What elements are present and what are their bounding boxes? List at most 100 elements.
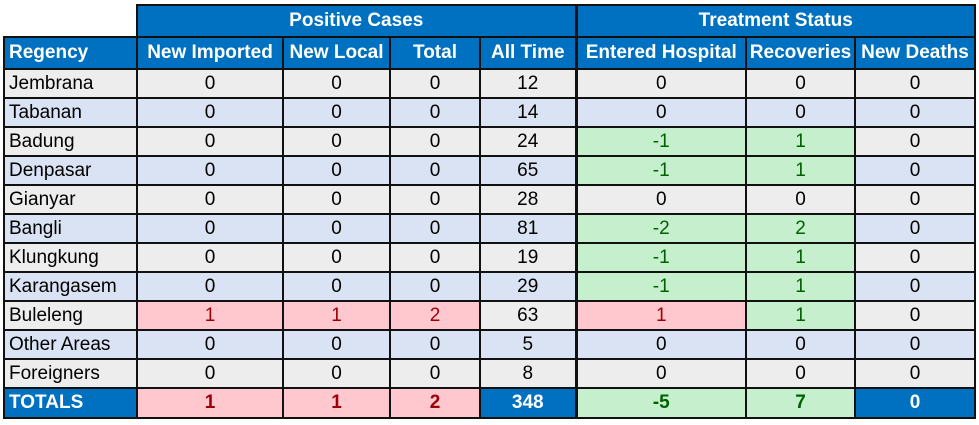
value-cell: 0	[854, 358, 976, 389]
value-cell: 0	[136, 329, 284, 360]
value-cell: 0	[389, 242, 481, 273]
value-cell: 29	[479, 271, 577, 302]
column-header-total: Total	[389, 36, 481, 70]
column-header-entered-hospital: Entered Hospital	[574, 36, 747, 70]
regency-name-cell: Gianyar	[3, 184, 138, 215]
value-cell: 5	[479, 329, 577, 360]
value-cell: 0	[745, 184, 856, 215]
value-cell: 0	[136, 126, 284, 157]
regency-name-cell: Karangasem	[3, 271, 138, 302]
value-cell: 19	[479, 242, 577, 273]
value-cell: 0	[389, 126, 481, 157]
regency-name-cell: Foreigners	[3, 358, 138, 389]
regency-name-cell: Other Areas	[3, 329, 138, 360]
value-cell: 0	[136, 155, 284, 186]
value-cell: 0	[136, 213, 284, 244]
value-cell: 0	[136, 68, 284, 99]
totals-row: TOTALS 1 1 2 348 -5 7 0	[3, 387, 976, 419]
value-cell: -1	[574, 126, 747, 157]
value-cell: 0	[389, 271, 481, 302]
column-header-all-time: All Time	[479, 36, 577, 70]
regency-cases-table: Positive Cases Treatment Status Regency …	[3, 4, 976, 419]
value-cell: 0	[745, 358, 856, 389]
value-cell: 0	[854, 213, 976, 244]
value-cell: 1	[745, 271, 856, 302]
totals-value-cell: 2	[389, 387, 481, 419]
value-cell: 63	[479, 300, 577, 331]
value-cell: 0	[574, 68, 747, 99]
regency-name-cell: Denpasar	[3, 155, 138, 186]
value-cell: 28	[479, 184, 577, 215]
value-cell: 0	[136, 97, 284, 128]
table-row: Gianyar 0 0 0 28 0 0 0	[3, 184, 976, 215]
value-cell: 8	[479, 358, 577, 389]
totals-value-cell: 0	[854, 387, 976, 419]
value-cell: 0	[136, 358, 284, 389]
value-cell: 1	[136, 300, 284, 331]
value-cell: 0	[574, 329, 747, 360]
totals-value-cell: 348	[479, 387, 577, 419]
table-row: Foreigners 0 0 0 8 0 0 0	[3, 358, 976, 389]
value-cell: 0	[282, 68, 391, 99]
value-cell: 0	[574, 358, 747, 389]
value-cell: 0	[282, 97, 391, 128]
value-cell: 0	[854, 242, 976, 273]
value-cell: -1	[574, 271, 747, 302]
column-header-new-local: New Local	[282, 36, 391, 70]
table-row: Buleleng 1 1 2 63 1 1 0	[3, 300, 976, 331]
value-cell: 0	[854, 329, 976, 360]
value-cell: 1	[574, 300, 747, 331]
value-cell: 0	[389, 329, 481, 360]
value-cell: 0	[136, 271, 284, 302]
column-header-new-deaths: New Deaths	[854, 36, 976, 70]
totals-label: TOTALS	[3, 387, 138, 419]
regency-name-cell: Jembrana	[3, 68, 138, 99]
value-cell: 0	[282, 242, 391, 273]
table-row: Jembrana 0 0 0 12 0 0 0	[3, 68, 976, 99]
value-cell: 2	[745, 213, 856, 244]
value-cell: 0	[282, 126, 391, 157]
table-body: Jembrana 0 0 0 12 0 0 0 Tabanan 0 0 0 14 0 0 0 Badung 0 0 0…	[3, 68, 976, 419]
value-cell: -1	[574, 242, 747, 273]
value-cell: 0	[389, 213, 481, 244]
value-cell: 2	[389, 300, 481, 331]
value-cell: 1	[745, 242, 856, 273]
value-cell: 0	[136, 184, 284, 215]
value-cell: 0	[854, 271, 976, 302]
regency-name-cell: Badung	[3, 126, 138, 157]
value-cell: 1	[282, 300, 391, 331]
table-row: Other Areas 0 0 0 5 0 0 0	[3, 329, 976, 360]
value-cell: 0	[282, 155, 391, 186]
value-cell: 0	[389, 68, 481, 99]
column-header-new-imported: New Imported	[136, 36, 284, 70]
positive-cases-header: Positive Cases	[136, 4, 577, 38]
value-cell: 1	[745, 300, 856, 331]
column-header-regency: Regency	[3, 36, 138, 70]
regency-name-cell: Bangli	[3, 213, 138, 244]
value-cell: 0	[854, 300, 976, 331]
table-row: Tabanan 0 0 0 14 0 0 0	[3, 97, 976, 128]
table-row: Klungkung 0 0 0 19 -1 1 0	[3, 242, 976, 273]
value-cell: 0	[282, 213, 391, 244]
value-cell: 0	[389, 97, 481, 128]
value-cell: 0	[389, 155, 481, 186]
regency-name-cell: Tabanan	[3, 97, 138, 128]
value-cell: 0	[745, 97, 856, 128]
value-cell: 14	[479, 97, 577, 128]
regency-name-cell: Klungkung	[3, 242, 138, 273]
value-cell: 0	[282, 358, 391, 389]
totals-value-cell: 7	[745, 387, 856, 419]
value-cell: -1	[574, 155, 747, 186]
value-cell: 0	[574, 97, 747, 128]
value-cell: 0	[389, 358, 481, 389]
column-header-recoveries: Recoveries	[745, 36, 856, 70]
group-header-row: Positive Cases Treatment Status	[3, 4, 976, 38]
value-cell: 1	[745, 126, 856, 157]
value-cell: 0	[745, 329, 856, 360]
totals-value-cell: 1	[282, 387, 391, 419]
treatment-status-header: Treatment Status	[574, 4, 976, 38]
value-cell: 24	[479, 126, 577, 157]
value-cell: 0	[282, 329, 391, 360]
totals-value-cell: -5	[574, 387, 747, 419]
corner-cell	[3, 4, 138, 38]
